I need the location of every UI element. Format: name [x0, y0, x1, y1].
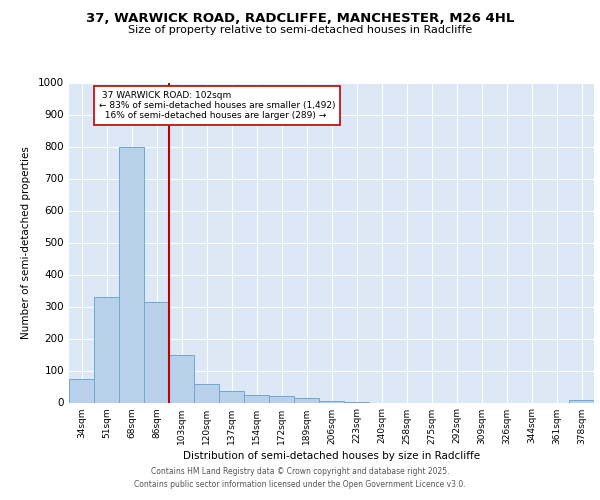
Bar: [569, 400, 594, 402]
Text: Contains public sector information licensed under the Open Government Licence v3: Contains public sector information licen…: [134, 480, 466, 489]
Bar: [69, 378, 94, 402]
Bar: [194, 384, 219, 402]
Bar: [169, 354, 194, 403]
Bar: [119, 146, 144, 402]
Bar: [294, 398, 319, 402]
Text: 37 WARWICK ROAD: 102sqm
← 83% of semi-detached houses are smaller (1,492)
  16% : 37 WARWICK ROAD: 102sqm ← 83% of semi-de…: [99, 90, 335, 120]
Y-axis label: Number of semi-detached properties: Number of semi-detached properties: [21, 146, 31, 339]
X-axis label: Distribution of semi-detached houses by size in Radcliffe: Distribution of semi-detached houses by …: [183, 450, 480, 460]
Text: 37, WARWICK ROAD, RADCLIFFE, MANCHESTER, M26 4HL: 37, WARWICK ROAD, RADCLIFFE, MANCHESTER,…: [86, 12, 514, 26]
Bar: [94, 297, 119, 403]
Text: Size of property relative to semi-detached houses in Radcliffe: Size of property relative to semi-detach…: [128, 25, 472, 35]
Text: Contains HM Land Registry data © Crown copyright and database right 2025.: Contains HM Land Registry data © Crown c…: [151, 467, 449, 476]
Bar: [244, 394, 269, 402]
Bar: [269, 396, 294, 402]
Bar: [219, 392, 244, 402]
Bar: [144, 302, 169, 402]
Bar: [319, 401, 344, 402]
